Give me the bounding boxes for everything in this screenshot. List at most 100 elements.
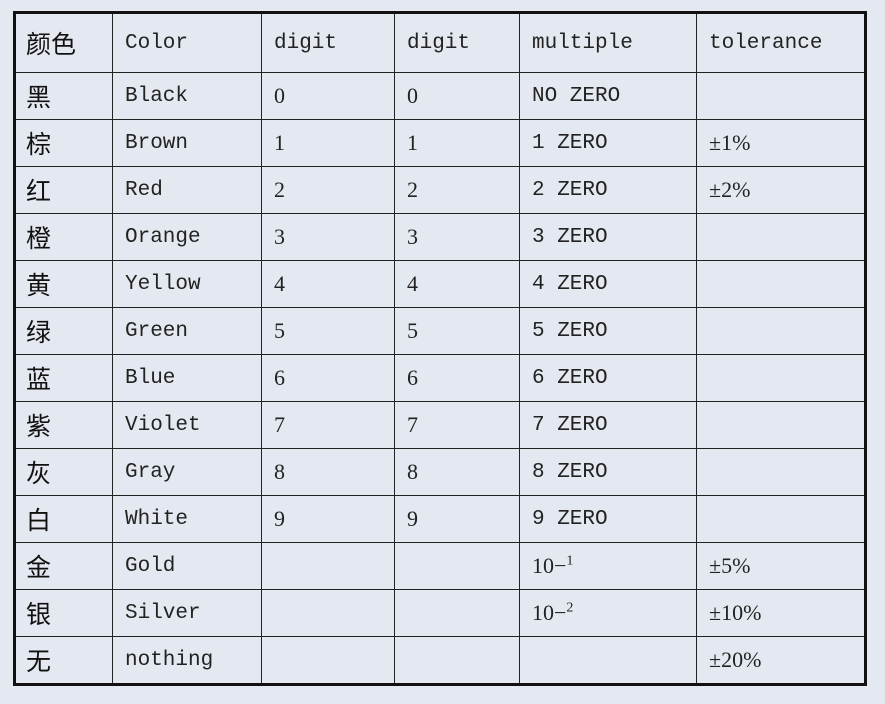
tolerance-cell-text: ±5% — [709, 553, 751, 578]
chinese-color-cell: 银 — [14, 589, 113, 637]
color-cell: Brown — [112, 119, 262, 167]
chinese-color-cell-text: 黑 — [26, 83, 52, 112]
chinese-color-cell-text: 蓝 — [26, 365, 52, 394]
digit-1-cell: 2 — [261, 166, 395, 214]
chinese-color-cell: 黄 — [14, 260, 113, 308]
chinese-color-cell: 无 — [14, 636, 113, 685]
digit-2-cell — [394, 589, 520, 637]
chinese-color-cell: 金 — [14, 542, 113, 590]
color-cell: Black — [112, 72, 262, 120]
digit-1-cell: 3 — [261, 213, 395, 261]
digit-2-cell-text: 5 — [407, 318, 418, 343]
digit-2-cell: 7 — [394, 401, 520, 449]
chinese-color-cell-text: 红 — [26, 177, 52, 206]
multiple-cell-text: 1 ZERO — [532, 131, 608, 155]
multiple-cell: 4 ZERO — [519, 260, 697, 308]
chinese-color-cell: 橙 — [14, 213, 113, 261]
multiple-cell-text: 4 ZERO — [532, 272, 608, 296]
multiple-exponent: 1 — [566, 553, 574, 569]
chinese-color-cell-text: 灰 — [26, 459, 52, 488]
chinese-color-cell: 紫 — [14, 401, 113, 449]
chinese-color-cell-text: 无 — [26, 647, 52, 676]
color-cell-text: Blue — [125, 366, 176, 390]
color-cell-text: Gold — [125, 554, 176, 578]
digit-1-cell — [261, 542, 395, 590]
digit-2-cell: 8 — [394, 448, 520, 496]
table-row: 紫 Violet 7 7 7 ZERO — [14, 401, 866, 449]
color-cell: Green — [112, 307, 262, 355]
chinese-color-cell-text: 紫 — [26, 412, 52, 441]
table-row: 绿 Green 5 5 5 ZERO — [14, 307, 866, 355]
digit-1-cell: 7 — [261, 401, 395, 449]
digit-1-cell: 4 — [261, 260, 395, 308]
digit-1-cell: 9 — [261, 495, 395, 543]
digit-2-cell-text: 8 — [407, 459, 418, 484]
digit-1-cell-text: 0 — [274, 83, 285, 108]
digit-1-cell — [261, 589, 395, 637]
digit-2-cell-text: 4 — [407, 271, 418, 296]
header-digit-1: digit — [261, 12, 395, 73]
chinese-color-cell: 灰 — [14, 448, 113, 496]
tolerance-cell — [696, 260, 866, 308]
color-cell-text: Yellow — [125, 272, 201, 296]
digit-1-cell: 8 — [261, 448, 395, 496]
tolerance-cell — [696, 213, 866, 261]
color-cell-text: Gray — [125, 460, 176, 484]
tolerance-cell — [696, 448, 866, 496]
tolerance-cell: ±2% — [696, 166, 866, 214]
digit-1-cell-text: 5 — [274, 318, 285, 343]
color-cell: White — [112, 495, 262, 543]
multiple-cell: NO ZERO — [519, 72, 697, 120]
tolerance-cell — [696, 495, 866, 543]
multiple-cell: 6 ZERO — [519, 354, 697, 402]
chinese-color-cell-text: 绿 — [26, 318, 52, 347]
header-color: Color — [112, 12, 262, 73]
tolerance-cell-text: ±2% — [709, 177, 751, 202]
digit-2-cell: 3 — [394, 213, 520, 261]
header-multiple: multiple — [519, 12, 697, 73]
color-cell-text: Violet — [125, 413, 201, 437]
resistor-color-code-table: 颜色 Color digit digit multiple tolerance … — [13, 11, 867, 686]
multiple-cell: 10−1 — [519, 542, 697, 590]
chinese-color-cell: 棕 — [14, 119, 113, 167]
color-cell: Yellow — [112, 260, 262, 308]
table-row: 银 Silver 10−2 ±10% — [14, 589, 866, 637]
color-cell-text: Red — [125, 178, 163, 202]
table-row: 灰 Gray 8 8 8 ZERO — [14, 448, 866, 496]
multiple-cell-text: 6 ZERO — [532, 366, 608, 390]
digit-1-cell-text: 6 — [274, 365, 285, 390]
digit-1-cell-text: 8 — [274, 459, 285, 484]
color-cell-text: Silver — [125, 601, 201, 625]
table-row: 白 White 9 9 9 ZERO — [14, 495, 866, 543]
digit-2-cell: 0 — [394, 72, 520, 120]
chinese-color-cell-text: 金 — [26, 553, 52, 582]
multiple-cell: 1 ZERO — [519, 119, 697, 167]
digit-2-cell: 1 — [394, 119, 520, 167]
multiple-cell: 8 ZERO — [519, 448, 697, 496]
color-cell: Gray — [112, 448, 262, 496]
multiple-cell-text: 9 ZERO — [532, 507, 608, 531]
chinese-color-cell-text: 橙 — [26, 224, 52, 253]
table-row: 红 Red 2 2 2 ZERO ±2% — [14, 166, 866, 214]
multiple-cell-text: 2 ZERO — [532, 178, 608, 202]
digit-2-cell: 2 — [394, 166, 520, 214]
digit-2-cell — [394, 636, 520, 685]
digit-2-cell-text: 1 — [407, 130, 418, 155]
digit-1-cell: 6 — [261, 354, 395, 402]
digit-1-cell-text: 7 — [274, 412, 285, 437]
color-cell: Blue — [112, 354, 262, 402]
color-cell: Violet — [112, 401, 262, 449]
color-cell: nothing — [112, 636, 262, 685]
multiple-cell-text: 10− — [532, 553, 567, 578]
multiple-cell: 7 ZERO — [519, 401, 697, 449]
color-cell-text: Green — [125, 319, 189, 343]
digit-2-cell: 4 — [394, 260, 520, 308]
digit-2-cell: 6 — [394, 354, 520, 402]
multiple-cell-text: 5 ZERO — [532, 319, 608, 343]
tolerance-cell — [696, 72, 866, 120]
digit-2-cell-text: 2 — [407, 177, 418, 202]
chinese-color-cell: 红 — [14, 166, 113, 214]
tolerance-cell: ±5% — [696, 542, 866, 590]
chinese-color-cell-text: 黄 — [26, 271, 52, 300]
table-row: 橙 Orange 3 3 3 ZERO — [14, 213, 866, 261]
